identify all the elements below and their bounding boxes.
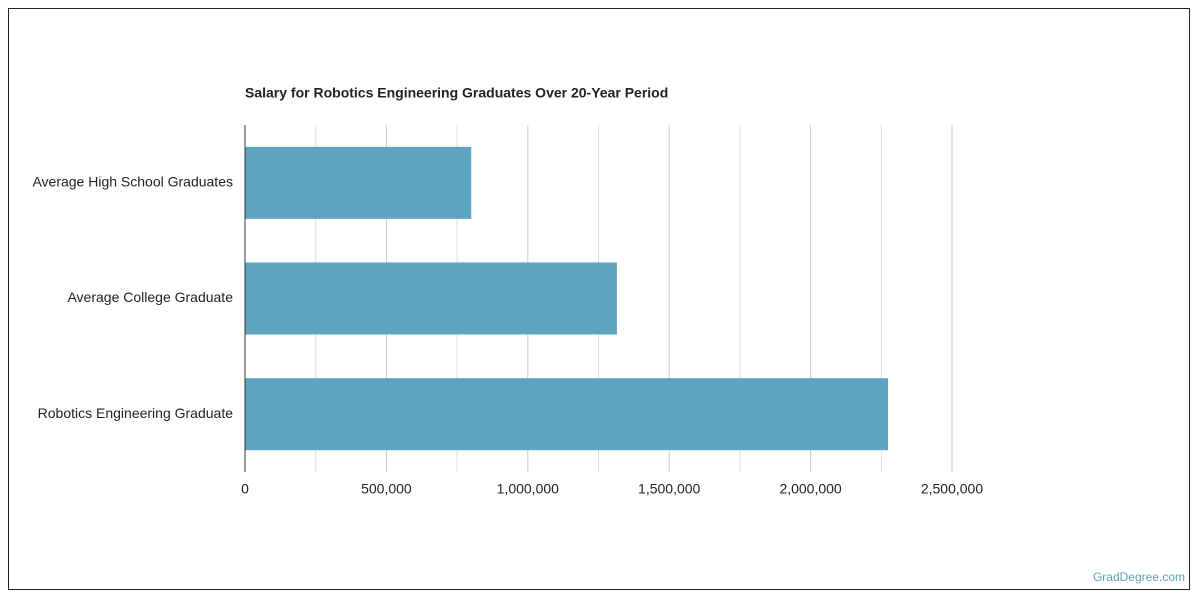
x-tick-label: 1,000,000 [497, 481, 559, 497]
bar [245, 146, 472, 219]
bar [245, 262, 617, 335]
y-tick-label: Average High School Graduates [32, 174, 233, 190]
x-tick-label: 500,000 [361, 481, 412, 497]
x-tick-label: 2,000,000 [779, 481, 841, 497]
bar [245, 378, 889, 451]
source: GradDegree.com [1093, 570, 1185, 584]
x-tick-label: 0 [241, 481, 249, 497]
y-tick-label: Robotics Engineering Graduate [38, 405, 234, 421]
x-tick-label: 1,500,000 [638, 481, 700, 497]
x-tick-label: 2,500,000 [921, 481, 983, 497]
y-tick-label: Average College Graduate [67, 289, 233, 305]
frame [8, 8, 1190, 590]
chart-title: Salary for Robotics Engineering Graduate… [245, 85, 668, 101]
